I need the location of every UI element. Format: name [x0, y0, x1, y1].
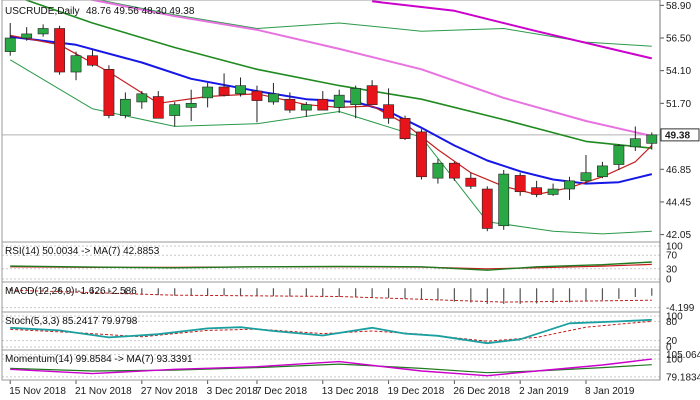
bullish-candle	[564, 180, 575, 190]
date-tick-label: 19 Dec 2018	[388, 386, 445, 397]
date-tick-label: 21 Nov 2018	[75, 386, 132, 397]
price-tick-label: 46.85	[666, 165, 691, 176]
price-tick-label: 44.45	[666, 197, 691, 208]
date-tick-label: 27 Nov 2018	[141, 386, 198, 397]
ma-magenta-line	[371, 0, 653, 60]
bearish-candle	[218, 86, 230, 96]
date-tick-label: 2 Jan 2019	[519, 386, 569, 397]
indicator-label: Momentum(14) 99.8584 -> MA(7) 93.3391	[5, 354, 193, 365]
price-tick-label: 58.90	[666, 1, 691, 12]
bearish-candle	[152, 96, 164, 119]
indicator-tick-label: 100	[666, 312, 683, 323]
bullish-candle	[136, 93, 148, 103]
bearish-candle	[87, 55, 98, 66]
momentum-line	[10, 358, 652, 377]
indicator-tick-label: -4.199	[666, 303, 695, 314]
bullish-candle	[37, 28, 49, 35]
bullish-candle	[580, 172, 592, 182]
indicator-label: RSI(14) 50.0034 -> MA(7) 42.8853	[5, 246, 160, 257]
date-tick-label: 3 Dec 2018	[207, 386, 259, 397]
rsi-line	[10, 261, 652, 271]
date-tick-label: 8 Jan 2019	[585, 386, 635, 397]
bullish-candle	[432, 162, 444, 179]
panel-frames	[1, 0, 661, 381]
bearish-candle	[383, 104, 394, 119]
bearish-candle	[103, 69, 115, 116]
indicator-tick-label: 30	[666, 264, 678, 275]
bullish-candle	[629, 138, 641, 148]
bullish-candle	[613, 145, 625, 165]
symbol-label: USCRUDE,Daily	[5, 6, 79, 17]
date-tick-label: 26 Dec 2018	[453, 386, 510, 397]
date-tick-label: 13 Dec 2018	[322, 386, 379, 397]
bullish-candle	[119, 98, 131, 116]
indicator-tick-label: 79.1834	[666, 372, 700, 383]
bearish-candle	[465, 177, 477, 187]
bearish-candle	[251, 90, 263, 101]
bollinger-upper-line	[96, 0, 652, 47]
bullish-candle	[21, 33, 33, 39]
bullish-candle	[547, 188, 559, 195]
grid	[2, 134, 660, 378]
current-price-label: 49.38	[665, 130, 690, 141]
bullish-candle	[235, 85, 246, 95]
price-tick-label: 54.10	[666, 66, 691, 77]
bullish-candle	[646, 134, 658, 144]
bullish-candle	[169, 104, 181, 116]
bearish-candle	[284, 98, 296, 111]
date-tick-label: 15 Nov 2018	[9, 386, 66, 397]
indicator-tick-label: 0	[666, 343, 672, 354]
indicator-panels: RSI(14) 50.0034 -> MA(7) 42.8853 MACD(12,…	[5, 246, 653, 377]
indicator-tick-label: 20	[666, 336, 678, 347]
bearish-candle	[514, 175, 526, 193]
ma-green-line	[23, 0, 652, 149]
bearish-candle	[366, 85, 378, 105]
bearish-candle	[54, 28, 65, 73]
bearish-candle	[416, 131, 427, 178]
indicator-label: MACD(12,26,9) -1.626 -2.586	[5, 286, 137, 297]
bearish-candle	[448, 162, 460, 179]
bullish-candle	[185, 103, 197, 108]
price-tick-label: 42.05	[666, 230, 691, 241]
indicator-tick-label: 80	[666, 317, 678, 328]
indicator-tick-label: 70	[666, 251, 678, 262]
price-axis: 58.9056.5054.1051.7049.3046.8544.4542.05…	[9, 1, 700, 397]
bullish-candle	[300, 104, 312, 111]
stoch-d-line	[10, 320, 652, 342]
bollinger-lower-line	[9, 59, 652, 235]
bullish-candle	[70, 55, 82, 73]
indicator-tick-label: 100	[666, 355, 683, 366]
candlesticks	[4, 23, 658, 232]
bullish-candle	[350, 88, 362, 105]
price-tick-label: 56.50	[666, 34, 691, 45]
bullish-candle	[202, 86, 214, 99]
bullish-candle	[597, 165, 608, 178]
indicator-tick-label: 105.0643	[666, 350, 700, 361]
ma-pink-line	[87, 0, 653, 137]
current-price-tag	[660, 128, 700, 142]
stoch-k-line	[10, 318, 652, 345]
indicator-tick-label: 0	[666, 275, 672, 286]
price-tick-label: 51.70	[666, 99, 691, 110]
indicator-label: Stoch(5,3,3) 85.2417 79.9798	[5, 316, 138, 327]
bearish-candle	[317, 98, 329, 111]
bearish-candle	[399, 117, 411, 139]
ohlc-label: 48.76 49.56 48.30 49.38	[86, 6, 195, 17]
bullish-candle	[333, 94, 345, 108]
bullish-candle	[498, 173, 510, 227]
bearish-candle	[531, 187, 543, 195]
bullish-candle	[268, 93, 279, 103]
date-tick-label: 7 Dec 2018	[256, 386, 308, 397]
bullish-candle	[4, 37, 16, 52]
indicator-tick-label: 100	[666, 242, 683, 253]
bearish-candle	[481, 188, 493, 229]
